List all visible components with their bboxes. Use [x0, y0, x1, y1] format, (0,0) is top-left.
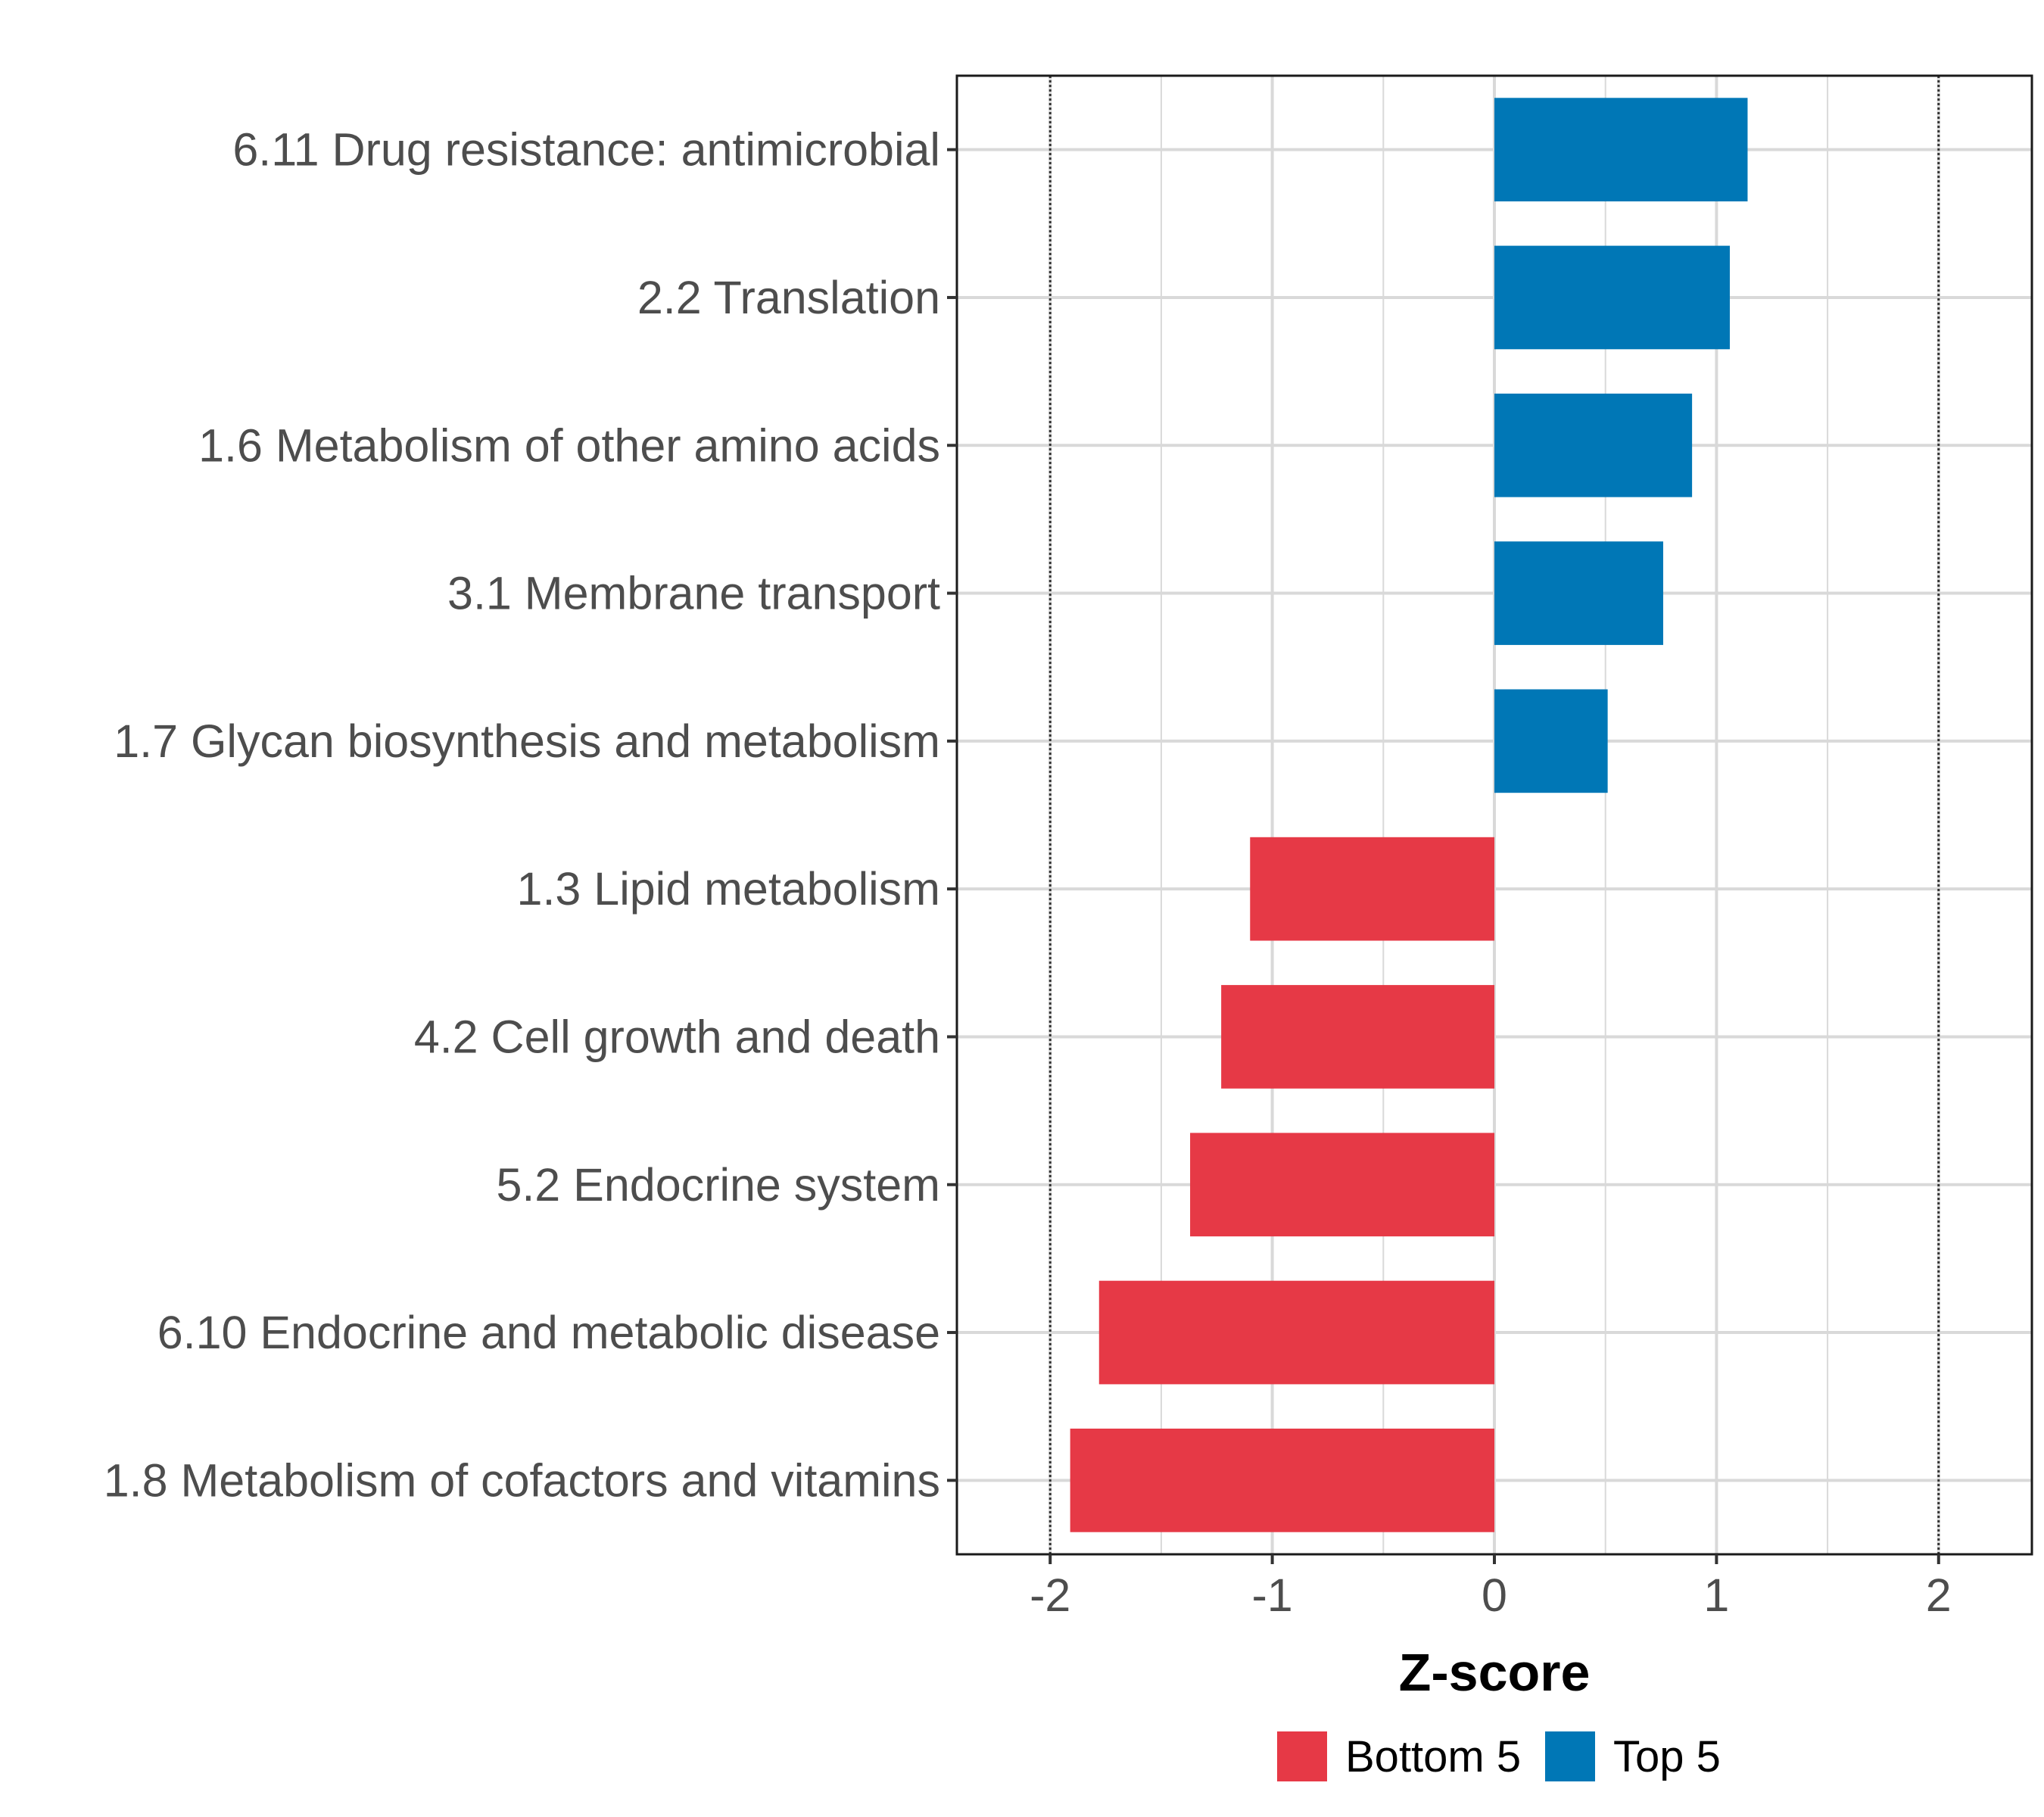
- legend-label: Bottom 5: [1345, 1732, 1521, 1781]
- y-tick-label: 3.1 Membrane transport: [447, 568, 940, 619]
- x-tick-label: -1: [1251, 1569, 1292, 1621]
- bar: [1250, 837, 1494, 941]
- bar: [1494, 541, 1663, 645]
- y-tick-label: 1.8 Metabolism of cofactors and vitamins: [104, 1454, 940, 1506]
- bar: [1494, 98, 1748, 202]
- y-tick-label: 5.2 Endocrine system: [496, 1159, 940, 1211]
- x-tick-label: 2: [1926, 1569, 1952, 1621]
- x-tick-label: -2: [1030, 1569, 1070, 1621]
- legend-label: Top 5: [1613, 1732, 1721, 1781]
- legend-key: [1277, 1731, 1327, 1781]
- y-tick-label: 1.6 Metabolism of other amino acids: [198, 419, 940, 471]
- reference-lines: [1048, 76, 1940, 1554]
- legend: Bottom 5 Top 5: [1277, 1731, 1721, 1781]
- y-tick-label: 1.3 Lipid metabolism: [517, 863, 940, 915]
- y-tick-label: 2.2 Translation: [637, 272, 940, 323]
- bar: [1070, 1428, 1494, 1532]
- bar: [1221, 985, 1494, 1089]
- y-tick-label: 1.7 Glycan biosynthesis and metabolism: [114, 715, 940, 767]
- x-tick-label: 0: [1482, 1569, 1507, 1621]
- bar: [1190, 1133, 1494, 1237]
- y-tick-label: 6.10 Endocrine and metabolic disease: [157, 1307, 940, 1358]
- y-tick-label: 6.11 Drug resistance: antimicrobial: [232, 124, 940, 176]
- x-tick-label: 1: [1703, 1569, 1729, 1621]
- x-axis: -2 -1 0 1 2: [1030, 1554, 1952, 1621]
- legend-key: [1545, 1731, 1595, 1781]
- bar: [1098, 1280, 1494, 1385]
- x-axis-title: Z-score: [1399, 1643, 1591, 1702]
- bar: [1494, 689, 1608, 793]
- bar: [1494, 393, 1693, 497]
- y-tick-label: 4.2 Cell growth and death: [414, 1011, 940, 1062]
- bars: [1070, 98, 1748, 1532]
- bar: [1494, 245, 1730, 350]
- y-axis: 6.11 Drug resistance: antimicrobial 2.2 T…: [104, 124, 957, 1506]
